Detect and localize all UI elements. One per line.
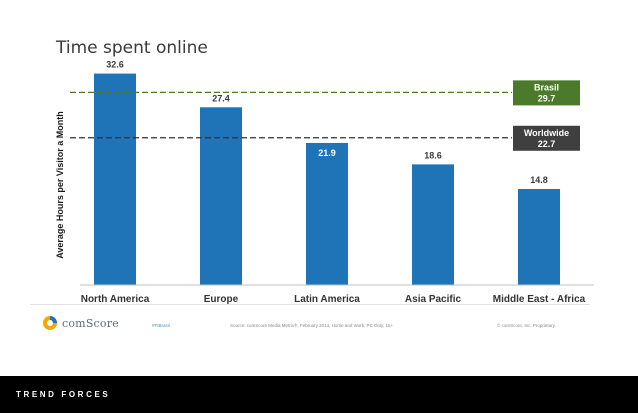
- bar-value-label-3: 18.6: [424, 150, 442, 160]
- category-label-3: Asia Pacific: [405, 294, 462, 305]
- category-label-2: Latin America: [294, 294, 360, 305]
- reference-label-0: Brasil: [534, 82, 559, 92]
- reference-box-0: [513, 80, 580, 106]
- reference-box-1: [513, 125, 580, 151]
- bar-value-label-0: 32.6: [106, 60, 124, 70]
- category-label-1: Europe: [204, 294, 239, 305]
- footer-strip: comScore #FIBrasil Source: comScore Medi…: [30, 304, 590, 345]
- comscore-wordmark: comScore: [62, 316, 119, 330]
- bar-0: [94, 73, 136, 286]
- hashtag-link[interactable]: #FIBrasil: [152, 323, 170, 328]
- reference-label-1: Worldwide: [524, 128, 569, 138]
- bar-value-label-2: 21.9: [318, 148, 336, 158]
- bar-3: [412, 164, 454, 285]
- reference-value-0: 29.7: [538, 93, 556, 103]
- bar-value-label-4: 14.8: [530, 175, 548, 185]
- category-label-4: Middle East - Africa: [493, 294, 586, 305]
- y-axis-label: Average Hours per Visitor a Month: [55, 111, 65, 259]
- slide: Time spent online 32.6 27.4 21.9 18.6 14.8 N…: [30, 38, 594, 345]
- bottom-bar: TREND FORCES: [0, 376, 638, 413]
- comscore-logo: comScore: [42, 315, 119, 331]
- bars-layer: 32.6 27.4 21.9 18.6 14.8: [94, 60, 560, 286]
- bar-2: [306, 142, 348, 285]
- copyright-note: © comScore, Inc. Proprietary.: [497, 323, 556, 328]
- reference-value-1: 22.7: [538, 139, 556, 149]
- trend-forces-label: TREND FORCES: [16, 390, 111, 399]
- page-title: Time spent online: [56, 38, 208, 58]
- category-label-0: North America: [81, 294, 150, 305]
- bar-4: [518, 189, 560, 285]
- category-labels: North America Europe Latin America Asia Pac…: [81, 294, 586, 305]
- bar-1: [200, 107, 242, 285]
- comscore-logo-icon: [43, 316, 57, 330]
- source-note: Source: comScore Media Metrix®, February…: [230, 323, 394, 328]
- bar-chart: 32.6 27.4 21.9 18.6 14.8 North America Europe…: [55, 60, 594, 305]
- bar-value-label-1: 27.4: [212, 93, 230, 103]
